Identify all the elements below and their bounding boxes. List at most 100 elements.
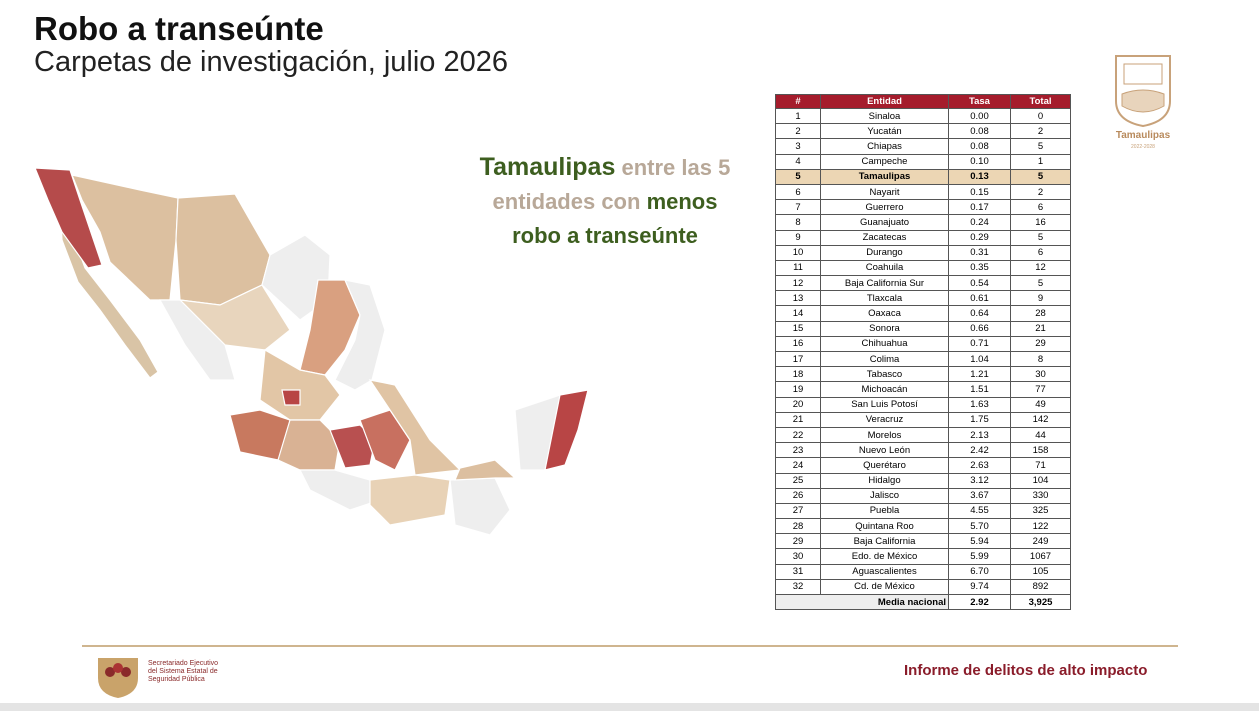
- callout-text: menos: [646, 189, 718, 214]
- cell: Guanajuato: [820, 214, 949, 231]
- table-row: 11 Coahuila 0.35 12: [775, 259, 1071, 277]
- cell: 29: [775, 533, 821, 550]
- cell: 0.64: [948, 305, 1011, 322]
- cell: 14: [775, 305, 821, 322]
- cell: 5: [1010, 168, 1071, 185]
- cell: 0.00: [948, 107, 1011, 125]
- table-header: # Entidad Tasa Total: [775, 94, 1071, 109]
- table-row: 32 Cd. de México 9.74 892: [775, 578, 1071, 596]
- cell: Aguascalientes: [820, 563, 949, 580]
- cell: 330: [1010, 487, 1071, 504]
- cell: 104: [1010, 472, 1071, 489]
- cell: 10: [775, 244, 821, 261]
- cell: 23: [775, 442, 821, 459]
- cell: 9: [775, 229, 821, 246]
- table-row: 5 Tamaulipas 0.13 5: [775, 168, 1071, 185]
- cell: 1.21: [948, 366, 1011, 383]
- cell: 6: [775, 183, 821, 201]
- table-row: 16 Chihuahua 0.71 29: [775, 335, 1071, 353]
- cell: 21: [1010, 320, 1071, 337]
- cell: 0: [1010, 107, 1071, 125]
- cell: Colima: [820, 350, 949, 368]
- cell: 1: [1010, 153, 1071, 170]
- cell: 32: [775, 578, 821, 596]
- callout-text: Tamaulipas: [479, 153, 616, 181]
- cell: 7: [775, 199, 821, 216]
- table-row: 10 Durango 0.31 6: [775, 244, 1071, 261]
- cell: Michoacán: [820, 381, 949, 398]
- cell: 0.08: [948, 138, 1011, 155]
- table-row: 15 Sonora 0.66 21: [775, 320, 1071, 337]
- cell: Sinaloa: [820, 107, 949, 125]
- cell: Querétaro: [820, 457, 949, 474]
- cell: 0.08: [948, 123, 1011, 140]
- cell: 22: [775, 426, 821, 444]
- cell: 3: [775, 138, 821, 155]
- map-region: [158, 299, 236, 381]
- sesp-emblem: [98, 658, 138, 698]
- cell: 18: [775, 366, 821, 383]
- cell: 3.12: [948, 472, 1011, 489]
- cell: 49: [1010, 396, 1071, 413]
- table-row: 14 Oaxaca 0.64 28: [775, 305, 1071, 322]
- cell: 15: [775, 320, 821, 337]
- cell: 2: [1010, 183, 1071, 201]
- column-header: Total: [1010, 94, 1071, 109]
- cell: San Luis Potosí: [820, 396, 949, 413]
- cell: 2: [1010, 123, 1071, 140]
- cell: Yucatán: [820, 123, 949, 140]
- cell: 20: [775, 396, 821, 413]
- table-row: 30 Edo. de México 5.99 1067: [775, 548, 1071, 565]
- cell: Tlaxcala: [820, 290, 949, 307]
- cell: Chiapas: [820, 138, 949, 155]
- callout-text: entre las 5: [621, 155, 731, 180]
- cell: Zacatecas: [820, 229, 949, 246]
- cell: 0.10: [948, 153, 1011, 170]
- cell: Chihuahua: [820, 335, 949, 353]
- table-row: 13 Tlaxcala 0.61 9: [775, 290, 1071, 307]
- table-row: 18 Tabasco 1.21 30: [775, 366, 1071, 383]
- cell: 2.63: [948, 457, 1011, 474]
- cell: 122: [1010, 518, 1071, 535]
- cell: Baja California: [820, 533, 949, 550]
- cell: 1.51: [948, 381, 1011, 398]
- cell: 12: [775, 275, 821, 292]
- callout: Tamaulipas entre las 5 entidades con men…: [455, 150, 755, 253]
- cell: 27: [775, 502, 821, 520]
- cell: Edo. de México: [820, 548, 949, 565]
- table-row: 4 Campeche 0.10 1: [775, 153, 1071, 170]
- cell: 26: [775, 487, 821, 504]
- cell: 2: [775, 123, 821, 140]
- map-region: [299, 469, 381, 511]
- ranking-table: # Entidad Tasa Total 1 Sinaloa 0.00 0 2 Yucatán 0…: [775, 94, 1071, 611]
- cell: Jalisco: [820, 487, 949, 504]
- table-row: 7 Guerrero 0.17 6: [775, 199, 1071, 216]
- cell: 25: [775, 472, 821, 489]
- cell: Media nacional: [775, 593, 949, 611]
- cell: Durango: [820, 244, 949, 261]
- footer-rule: [82, 645, 1178, 647]
- column-header: #: [775, 94, 821, 109]
- institution-line: Seguridad Pública: [148, 676, 205, 683]
- cell: 5.99: [948, 548, 1011, 565]
- cell: 71: [1010, 457, 1071, 474]
- bottom-band: [0, 703, 1259, 711]
- table-footer: Media nacional 2.92 3,925: [775, 593, 1071, 611]
- cell: 4.55: [948, 502, 1011, 520]
- map-region: [368, 379, 462, 476]
- cell: 0.31: [948, 244, 1011, 261]
- map-region: [334, 279, 386, 391]
- cell: 105: [1010, 563, 1071, 580]
- cell: 13: [775, 290, 821, 307]
- map-region: [544, 389, 589, 471]
- table-row: 19 Michoacán 1.51 77: [775, 381, 1071, 398]
- cell: 6: [1010, 244, 1071, 261]
- cell: Hidalgo: [820, 472, 949, 489]
- table-row: 1 Sinaloa 0.00 0: [775, 107, 1071, 125]
- table-row: 31 Aguascalientes 6.70 105: [775, 563, 1071, 580]
- map-region: [359, 409, 411, 471]
- map-region: [259, 349, 341, 421]
- table-row: 28 Quintana Roo 5.70 122: [775, 518, 1071, 535]
- map-region: [454, 459, 517, 481]
- callout-text: entidades con: [492, 189, 641, 214]
